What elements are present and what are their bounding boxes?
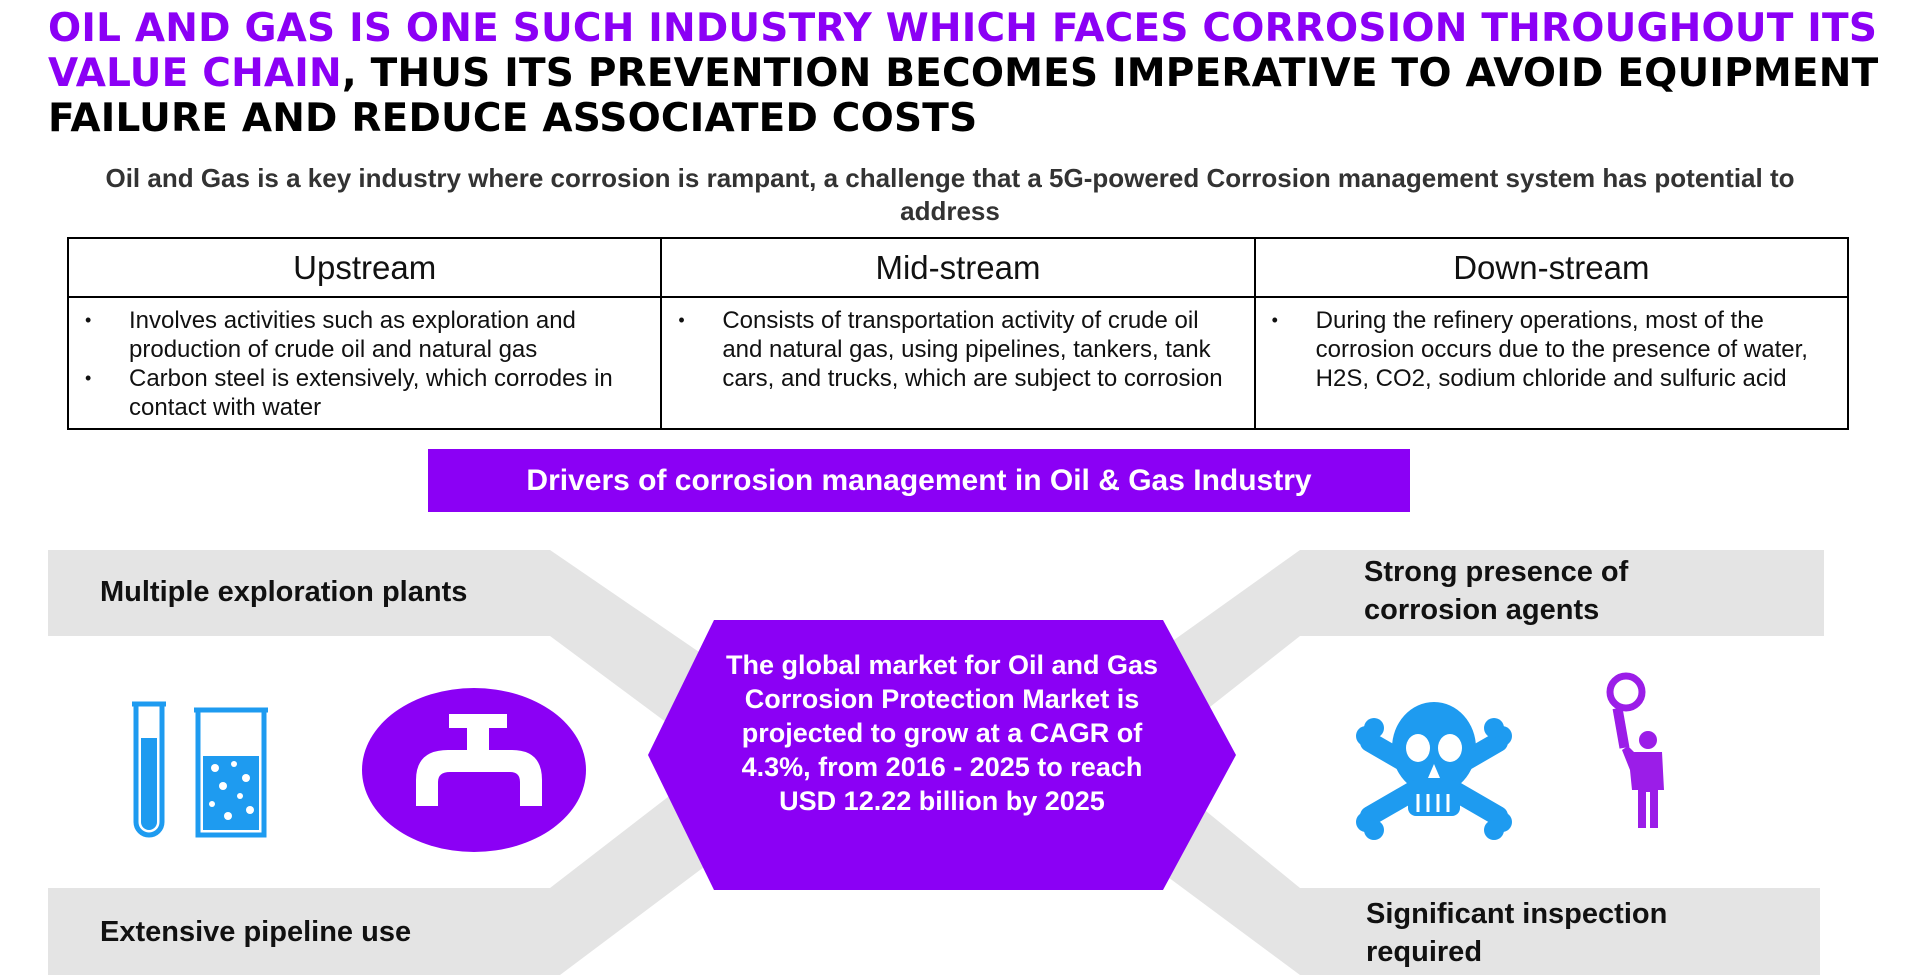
- skull-crossbones-icon: [1356, 688, 1512, 845]
- arrow-bottom-right: [1118, 780, 1820, 975]
- driver-bottom-left-label: Extensive pipeline use: [100, 916, 412, 948]
- market-projection-text: The global market for Oil and Gas Corros…: [725, 650, 1159, 816]
- upstream-cell: Involves activities such as exploration …: [66, 296, 663, 430]
- driver-top-left-label: Multiple exploration plants: [100, 576, 468, 608]
- subtitle: Oil and Gas is a key industry where corr…: [105, 163, 1795, 226]
- midstream-cell: Consists of transportation activity of c…: [660, 296, 1256, 430]
- upstream-bullet: Carbon steel is extensively, which corro…: [85, 364, 646, 422]
- arrow-top-right: [1118, 550, 1824, 740]
- midstream-bullets: Consists of transportation activity of c…: [678, 306, 1239, 393]
- center-hexagon: [648, 620, 1236, 890]
- title-highlight: Oil and Gas is one such industry which f…: [48, 6, 1878, 96]
- water-tap-icon: [362, 688, 586, 857]
- inspector-magnifier-icon: [1604, 670, 1668, 835]
- title-rest: , thus its prevention becomes imperative…: [48, 51, 1879, 141]
- downstream-bullets: During the refinery operations, most of …: [1272, 306, 1833, 393]
- upstream-bullets: Involves activities such as exploration …: [85, 306, 646, 422]
- driver-bottom-right-label: Significant inspection required: [1366, 898, 1668, 968]
- value-chain-table: Upstream Mid-stream Down-stream Involves…: [66, 237, 1850, 430]
- test-tubes-icon: [128, 700, 273, 850]
- arrow-bottom-left: [48, 780, 740, 975]
- downstream-cell: During the refinery operations, most of …: [1253, 296, 1850, 430]
- downstream-bullet: During the refinery operations, most of …: [1272, 306, 1833, 393]
- midstream-bullet: Consists of transportation activity of c…: [678, 306, 1239, 393]
- downstream-header: Down-stream: [1253, 237, 1850, 298]
- drivers-banner: Drivers of corrosion management in Oil &…: [428, 449, 1410, 512]
- driver-top-right-label: Strong presence of corrosion agents: [1364, 556, 1629, 626]
- arrow-top-left: [48, 550, 740, 740]
- page-title: Oil and Gas is one such industry which f…: [48, 6, 1888, 141]
- upstream-bullet: Involves activities such as exploration …: [85, 306, 646, 364]
- midstream-header: Mid-stream: [660, 237, 1256, 298]
- upstream-header: Upstream: [66, 237, 663, 298]
